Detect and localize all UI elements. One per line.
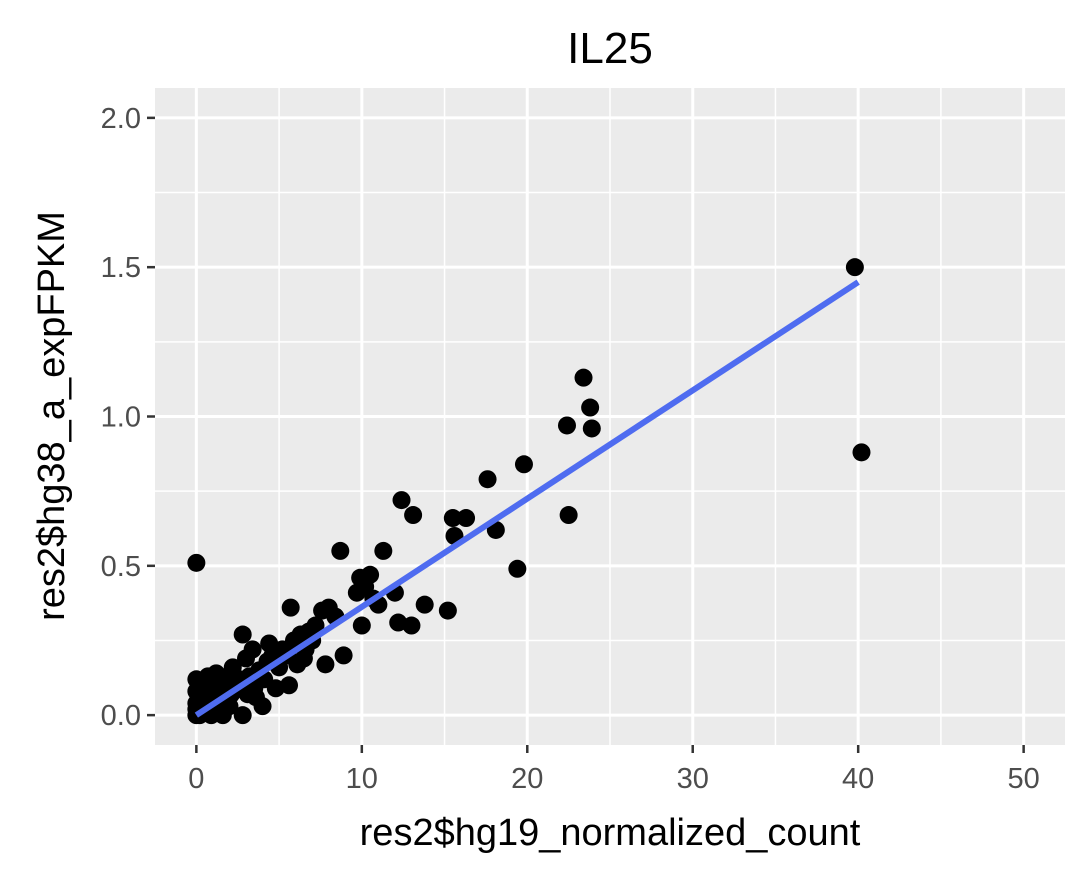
data-point [253,697,272,716]
data-point [233,706,252,725]
data-point [331,541,350,560]
data-point [457,509,476,528]
data-point [237,649,255,668]
data-point [443,509,462,528]
data-point [478,470,497,489]
data-point [220,697,239,716]
data-point [218,667,237,686]
data-point [392,491,411,510]
data-point [402,616,421,635]
data-point [266,679,285,698]
major-gridlines [155,88,1065,745]
data-point [187,553,206,572]
y-tick-label: 2.0 [101,103,141,135]
chart-title: IL25 [567,24,653,73]
data-point [438,601,457,620]
data-point [582,419,601,438]
data-points [187,258,871,725]
y-axis: 0.0 0.5 1.0 1.5 2.0 [101,103,155,732]
data-point [574,368,593,387]
data-point [347,583,366,602]
y-tick-label: 0.5 [101,551,141,583]
data-point [415,595,434,614]
data-point [581,398,600,417]
data-point [198,667,217,686]
y-tick-label: 1.5 [101,252,141,284]
x-tick-label: 10 [346,763,378,795]
data-point [845,258,864,277]
x-tick-label: 30 [677,763,709,795]
data-point [281,598,300,617]
data-point [514,455,533,474]
data-point [316,655,335,674]
x-axis: 0 10 20 30 40 50 [188,745,1040,795]
x-tick-label: 20 [511,763,543,795]
data-point [260,634,279,653]
data-point [374,541,393,560]
fit-line [194,279,860,718]
x-tick-label: 0 [188,763,204,795]
x-tick-label: 40 [842,763,874,795]
data-point [404,506,423,525]
y-axis-title: res2$hg38_a_expFPKM [31,211,73,621]
y-tick-label: 0.0 [101,700,141,732]
data-point [294,649,313,668]
x-tick-label: 50 [1008,763,1040,795]
data-point [852,443,871,462]
data-point [508,559,527,578]
data-point [559,506,578,525]
data-point [313,601,332,620]
data-point [334,646,353,665]
data-point [352,616,371,635]
y-tick-label: 1.0 [101,402,141,434]
data-point [233,625,252,644]
data-point [557,416,576,435]
x-axis-title: res2$hg19_normalized_count [360,812,861,854]
